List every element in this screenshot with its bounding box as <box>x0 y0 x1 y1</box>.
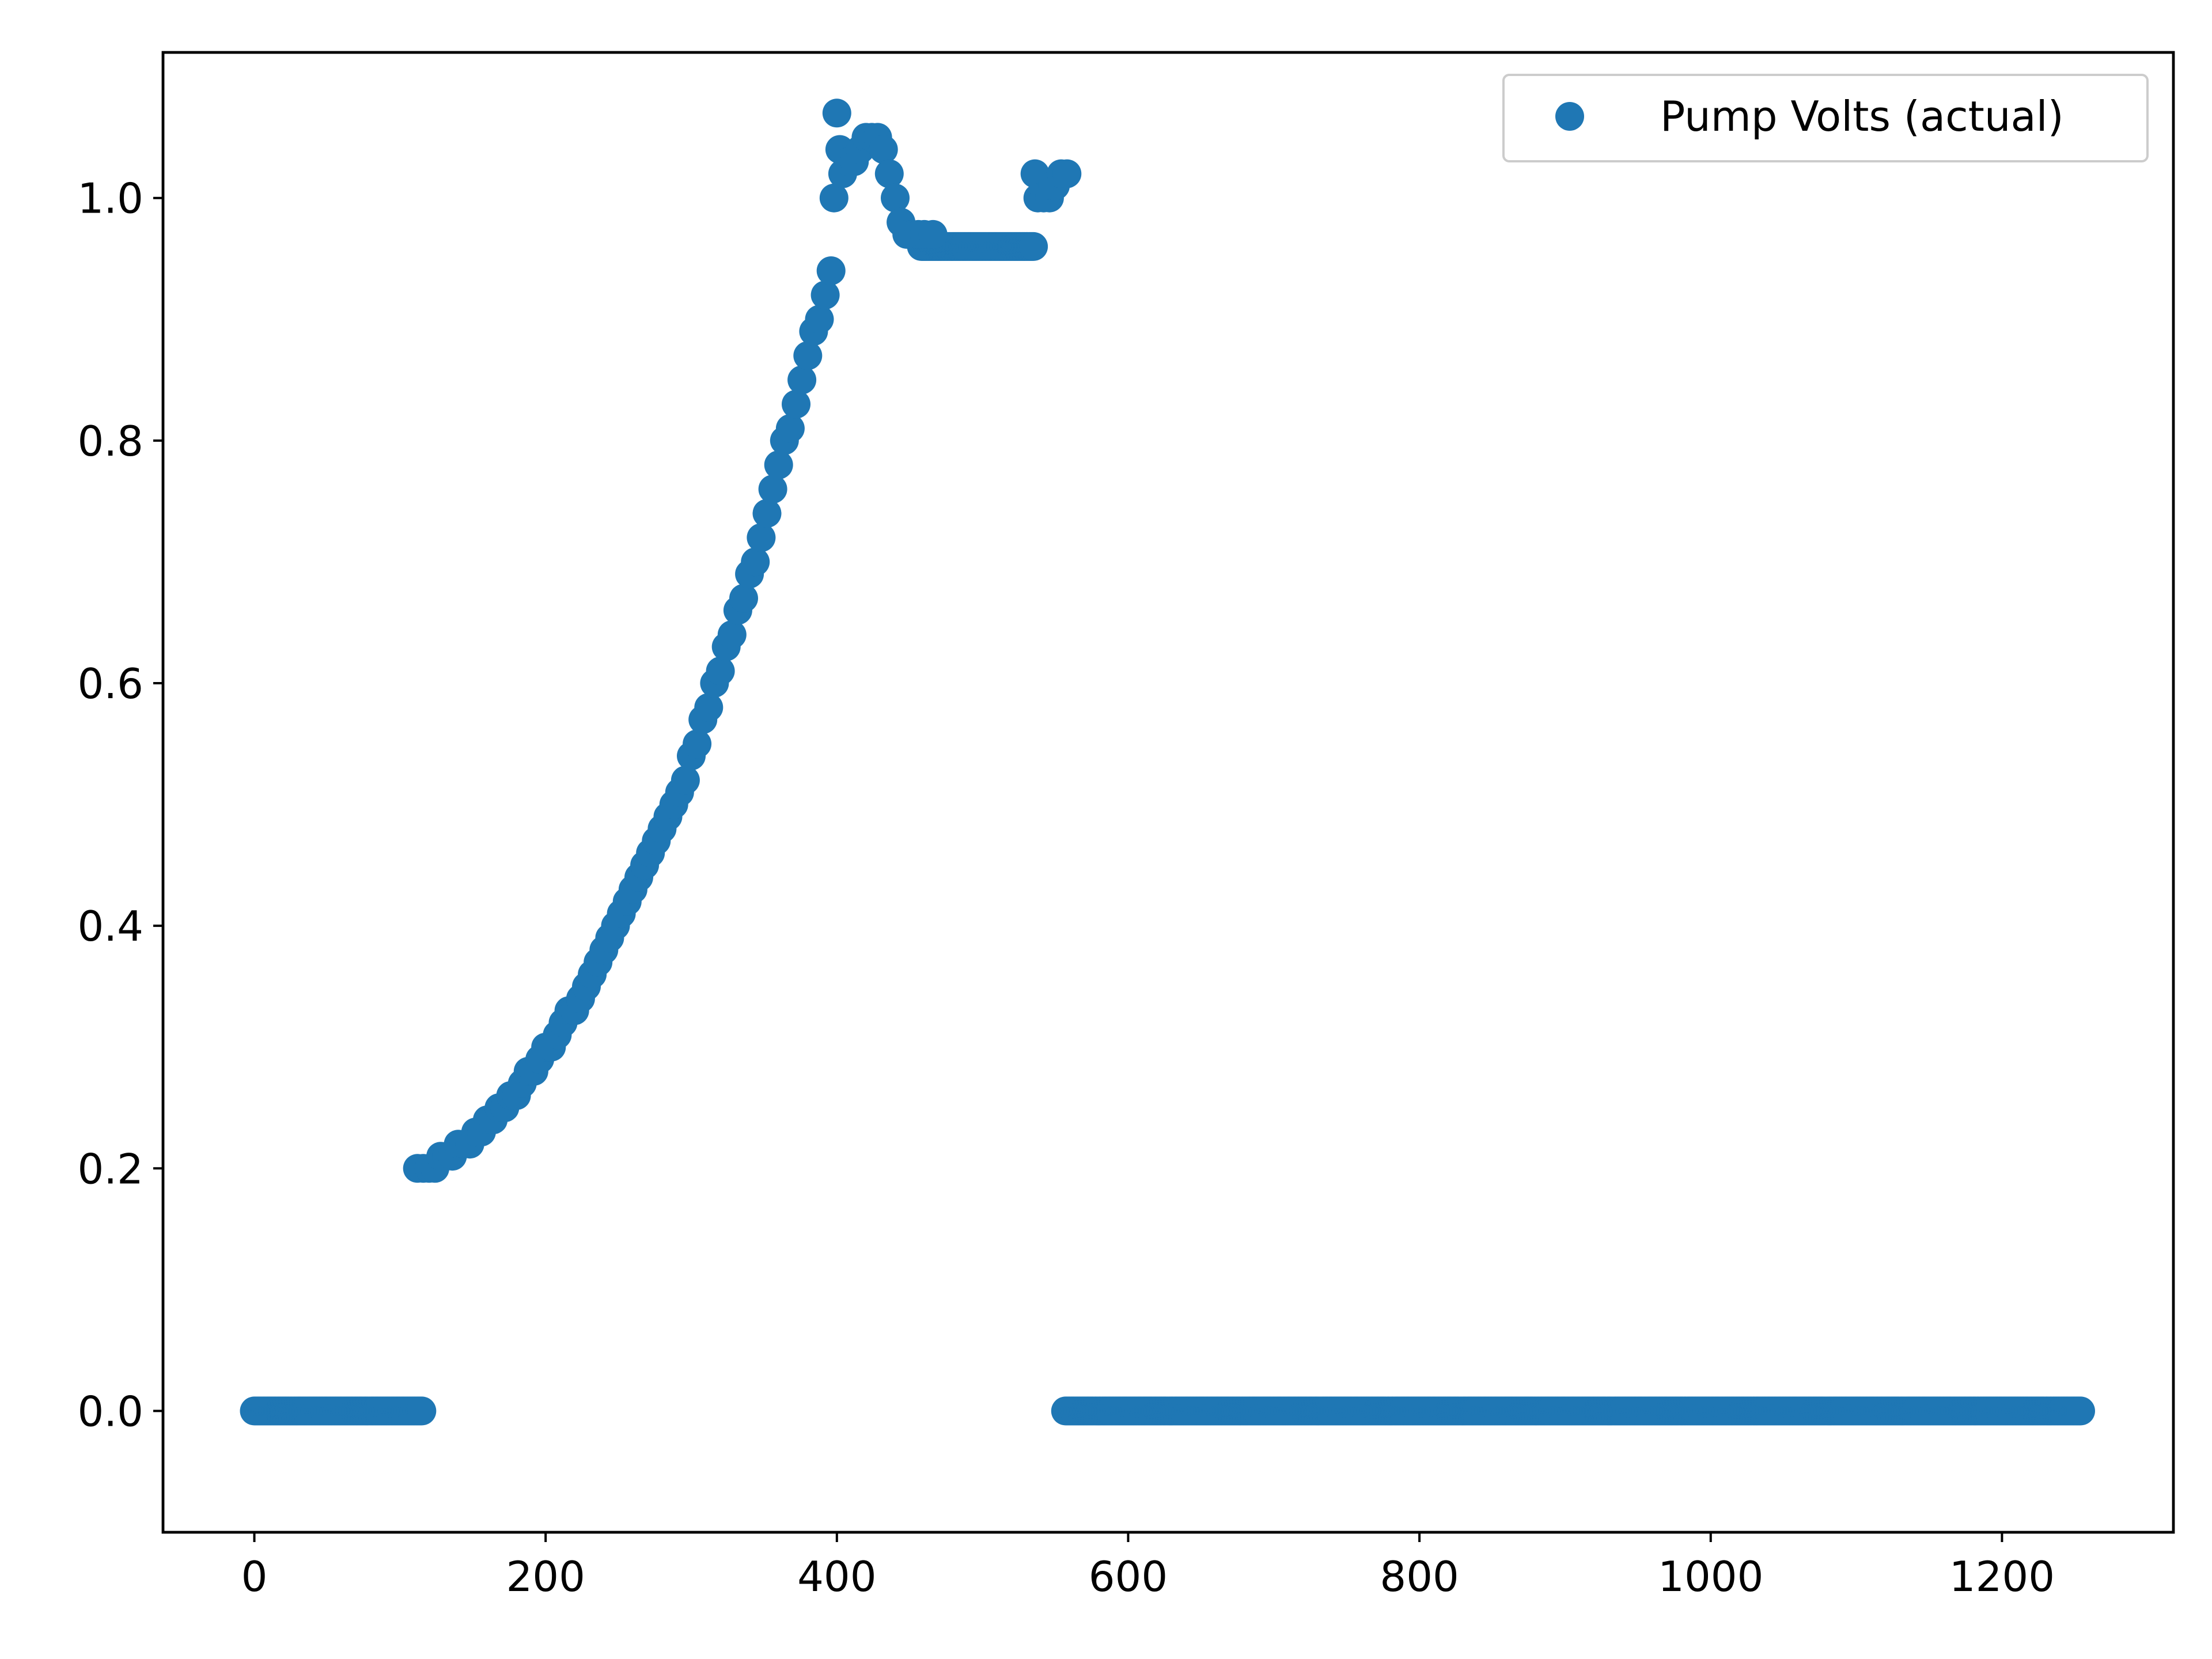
data-point <box>747 523 776 552</box>
data-point <box>787 365 817 395</box>
legend: Pump Volts (actual) <box>1502 74 2149 162</box>
x-tick-label: 400 <box>797 1552 876 1601</box>
data-point <box>407 1396 437 1426</box>
x-axis: 0 200 400 600 800 1000 1200 <box>241 1532 2055 1601</box>
x-tick-label: 800 <box>1380 1552 1459 1601</box>
data-point <box>752 499 782 528</box>
data-point <box>729 584 758 613</box>
data-point <box>819 183 849 213</box>
legend-box <box>1502 74 2149 162</box>
data-point <box>764 450 793 479</box>
x-tick-label: 1200 <box>1949 1552 2055 1601</box>
data-point <box>775 414 805 443</box>
data-point <box>706 656 735 685</box>
data-point <box>782 389 810 419</box>
plot-frame <box>161 51 2175 1534</box>
x-tick-label: 600 <box>1089 1552 1168 1601</box>
data-point <box>816 256 846 285</box>
data-points-layer <box>240 99 2095 1426</box>
data-point <box>869 135 898 164</box>
legend-label-series-1: Pump Volts (actual) <box>1660 92 2064 141</box>
y-tick-label: 0.8 <box>77 417 143 465</box>
data-point <box>918 219 948 249</box>
data-point <box>881 183 910 213</box>
data-point <box>1052 159 1082 188</box>
y-tick-label: 0.0 <box>77 1387 143 1435</box>
data-point <box>717 620 747 649</box>
data-point <box>1019 232 1048 261</box>
y-axis: 0.0 0.2 0.4 0.6 0.8 1.0 <box>77 175 163 1435</box>
data-point <box>758 475 787 504</box>
x-tick-label: 1000 <box>1658 1552 1763 1601</box>
legend-marker <box>1555 102 1584 131</box>
y-tick-label: 1.0 <box>77 175 143 223</box>
x-tick-label: 200 <box>506 1552 585 1601</box>
data-point <box>683 729 712 759</box>
data-point <box>805 305 834 334</box>
data-point <box>671 766 700 795</box>
data-point <box>2066 1396 2095 1426</box>
y-tick-label: 0.2 <box>77 1145 143 1193</box>
x-tick-label: 0 <box>241 1552 268 1601</box>
y-tick-label: 0.6 <box>77 660 143 708</box>
data-point <box>874 159 904 188</box>
data-point <box>741 547 770 577</box>
data-point <box>694 693 724 722</box>
data-point <box>810 281 840 310</box>
data-point <box>822 99 851 128</box>
data-point <box>793 341 823 370</box>
y-tick-label: 0.4 <box>77 902 143 950</box>
